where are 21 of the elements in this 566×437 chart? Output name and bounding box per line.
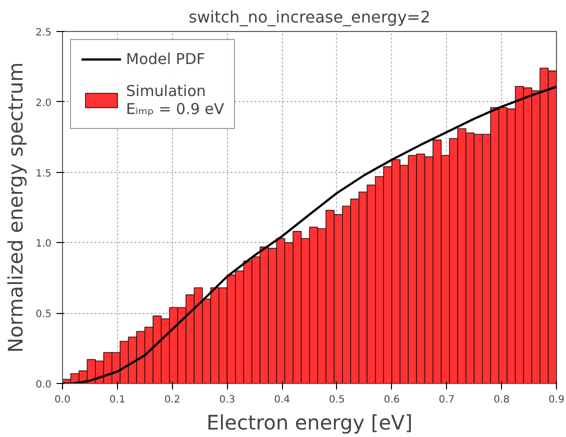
- x-tick-label: 0.9: [548, 394, 564, 406]
- y-tick-label: 2.0: [36, 98, 52, 109]
- x-tick-label: 0.3: [219, 394, 236, 406]
- x-tick-label: 0.4: [274, 394, 290, 406]
- chart-title: switch_no_increase_energy=2: [188, 8, 430, 26]
- x-tick-label: 0.0: [54, 394, 70, 406]
- x-tick-label: 0.7: [438, 394, 455, 406]
- x-tick-label: 0.8: [494, 394, 510, 406]
- y-tick-label: 2.5: [36, 28, 52, 38]
- y-tick-label: 0.0: [36, 380, 52, 390]
- legend-label: Model PDF: [126, 50, 206, 68]
- x-tick-label: 0.6: [384, 394, 400, 406]
- x-tick-label: 0.1: [109, 394, 126, 406]
- legend-label: Simulation Eᵢₘₚ = 0.9 eV: [126, 82, 224, 118]
- y-tick-label: 1.5: [36, 168, 52, 180]
- x-tick-label: 0.2: [164, 394, 180, 406]
- y-tick-label: 0.5: [36, 309, 52, 320]
- x-tick-label: 0.5: [328, 394, 345, 406]
- y-tick-label: 1.0: [36, 238, 52, 250]
- x-axis-title: Electron energy [eV]: [206, 410, 413, 434]
- y-axis-title: Normalized energy spectrum: [4, 62, 28, 353]
